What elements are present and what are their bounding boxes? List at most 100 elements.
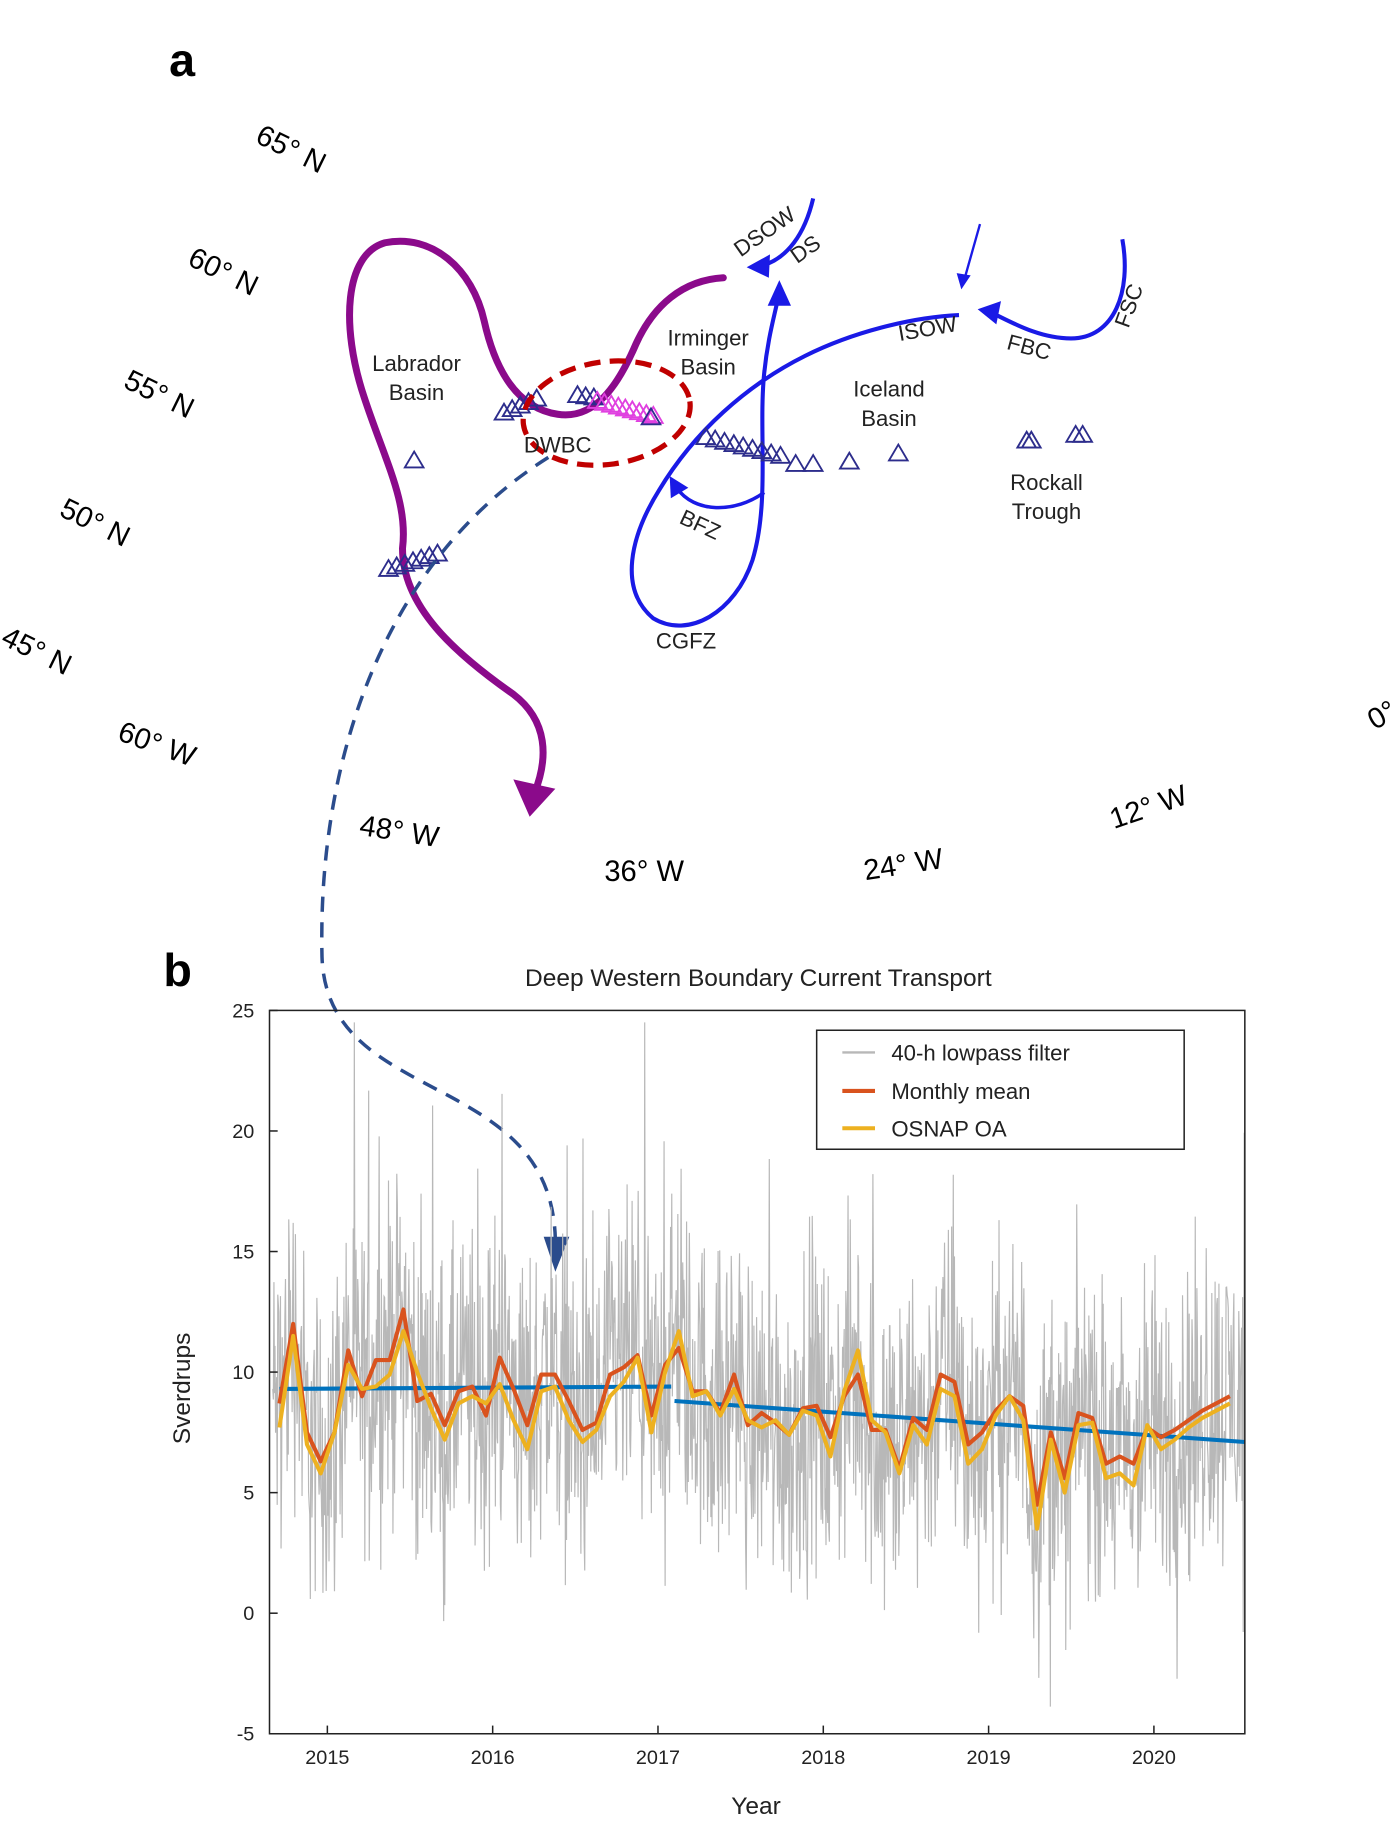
x-tick-label: 2020 [1132, 1747, 1176, 1769]
legend-label-osnap: OSNAP OA [891, 1116, 1007, 1141]
mooring-triangle-icon [614, 397, 637, 417]
x-axis: 2015 2016 2017 2018 2019 2020 [305, 1725, 1176, 1769]
shelf-areas [920, 426, 1025, 496]
mooring-triangle-icon [403, 449, 426, 469]
label-dwbc: DWBC [524, 433, 592, 458]
mooring-triangle-icon [635, 403, 658, 422]
x-tick-label: 2015 [305, 1747, 349, 1769]
mooring-triangle-icon [410, 547, 433, 567]
mooring-triangle-icon [586, 390, 609, 409]
y-tick-label: 0 [243, 1603, 254, 1625]
panel-b-letter: b [163, 944, 192, 996]
label-ds: DS [786, 230, 826, 268]
series-monthly-mean [277, 1307, 1231, 1507]
y-axis-label: Sverdrups [169, 1333, 196, 1445]
label-bfz: BFZ [676, 504, 725, 544]
y-axis: -5 0 5 10 15 20 25 [232, 1000, 278, 1746]
bfz-arrowhead-icon [669, 476, 689, 499]
lon-label-12w: 12° W [1106, 779, 1192, 835]
lon-label-0: 0° [1362, 695, 1400, 737]
label-iceland-basin-2: Basin [861, 406, 916, 431]
mooring-triangle-icon [760, 442, 783, 462]
y-tick-label: -5 [237, 1724, 255, 1746]
mooring-triangle-icon [418, 545, 441, 565]
label-cgfz: CGFZ [656, 629, 716, 654]
label-labrador-basin-1: Labrador [372, 351, 461, 376]
mooring-triangle-icon [593, 392, 616, 411]
mooring-triangle-icon [501, 398, 524, 418]
series-lowpass-filter [272, 1022, 1245, 1707]
deep-basins [349, 339, 1042, 783]
label-isow: ISOW [896, 311, 959, 346]
map-panel: 65° N 60° N 55° N 50° N 45° N 60° W 48° … [0, 119, 1400, 888]
mooring-triangle-icon [704, 428, 727, 448]
y-tick-label: 20 [232, 1121, 254, 1143]
mooring-triangle-icon [750, 440, 773, 460]
mooring-triangle-icon [713, 431, 736, 450]
x-tick-label: 2018 [801, 1747, 845, 1769]
bfz-pathway [675, 486, 766, 510]
label-rockall-trough-1: Rockall [1010, 470, 1083, 495]
panel-a-letter: a [169, 34, 196, 86]
isow-arrowhead-icon [767, 280, 791, 306]
mooring-triangle-icon [377, 558, 400, 577]
fbc-arrowhead-icon [977, 301, 1001, 325]
x-tick-label: 2019 [967, 1747, 1011, 1769]
mooring-triangle-icon [402, 550, 424, 570]
mooring-triangle-icon [741, 438, 764, 457]
x-tick-label: 2016 [471, 1747, 515, 1769]
mooring-triangle-icon [385, 555, 408, 575]
mooring-triangle-icon [493, 401, 515, 421]
mooring-triangle-icon [628, 401, 651, 421]
lat-label-50: 50° N [55, 493, 135, 554]
mooring-triangle-icon [838, 450, 861, 470]
mooring-triangle-icon [393, 553, 416, 572]
currents [346, 197, 1127, 817]
lat-label-65: 65° N [251, 119, 331, 180]
rockall-plateau [920, 426, 1025, 496]
overflow-thin-arrowhead-icon [956, 273, 971, 290]
link-dashed-arrow [320, 455, 558, 1240]
lon-label-24w: 24° W [861, 843, 945, 887]
mooring-triangle-icon [607, 395, 630, 415]
mooring-triangle-icon [887, 442, 910, 462]
mooring-triangle-icon [769, 445, 792, 464]
legend-label-lowpass: 40-h lowpass filter [891, 1041, 1070, 1066]
lon-label-60w: 60° W [114, 716, 200, 773]
label-irminger-basin-2: Basin [680, 355, 735, 380]
mooring-triangle-icon [784, 453, 807, 472]
fbc-pathway [990, 238, 1127, 341]
label-rockall-trough-2: Trough [1012, 499, 1081, 524]
chart-title: Deep Western Boundary Current Transport [525, 965, 992, 992]
y-tick-label: 5 [243, 1483, 254, 1505]
legend-label-monthly: Monthly mean [891, 1079, 1030, 1104]
legend: 40-h lowpass filter Monthly mean OSNAP O… [815, 1029, 1185, 1151]
overflow-thin-arrow [963, 223, 982, 279]
mooring-triangle-icon [1020, 429, 1043, 449]
label-iceland-basin-1: Iceland [853, 377, 924, 402]
y-tick-label: 25 [232, 1000, 254, 1022]
dwbc-pathway [346, 237, 727, 797]
lat-label-55: 55° N [119, 364, 199, 425]
x-tick-label: 2017 [636, 1747, 680, 1769]
isow-pathway [629, 297, 960, 628]
lon-label-36w: 36° W [604, 856, 684, 888]
mooring-triangle-icon [621, 399, 644, 419]
chart: 2015 2016 2017 2018 2019 2020 -5 0 5 10 15 20 25 Ye… [169, 1000, 1246, 1820]
mooring-triangle-icon [722, 433, 745, 453]
dwbc-arrowhead-icon [513, 779, 556, 817]
series-osnap-oa [277, 1329, 1231, 1531]
label-fsc: FSC [1110, 280, 1149, 330]
mooring-triangle-icon [517, 391, 540, 411]
y-tick-label: 15 [232, 1242, 254, 1264]
lon-label-48w: 48° W [357, 810, 441, 854]
lat-label-45: 45° N [0, 621, 76, 682]
label-irminger-basin-1: Irminger [668, 325, 750, 350]
mooring-triangle-icon [640, 406, 662, 426]
mooring-triangle-icon [694, 426, 717, 446]
label-labrador-basin-2: Basin [389, 380, 444, 405]
mooring-array [377, 384, 1094, 577]
mooring-triangle-icon [642, 405, 665, 424]
legend-box [815, 1029, 1185, 1151]
